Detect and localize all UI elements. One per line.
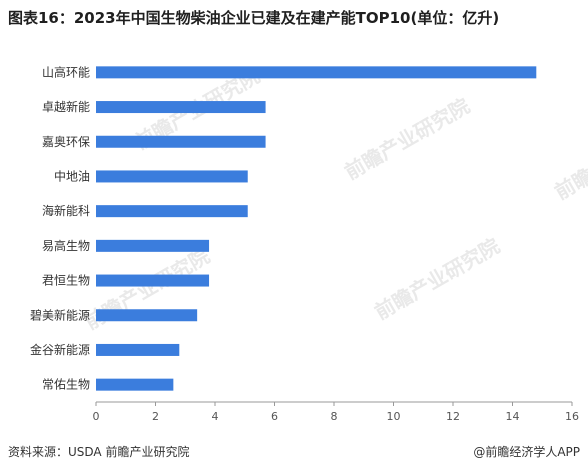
x-tick-label: 8 — [331, 410, 338, 423]
category-label: 海新能科 — [42, 203, 90, 218]
bar — [96, 205, 248, 218]
bar — [96, 309, 198, 322]
category-label: 易高生物 — [42, 238, 90, 253]
watermark-text: 前瞻产业研究院 — [551, 114, 588, 205]
bar — [96, 239, 210, 252]
bar — [96, 101, 266, 114]
bar — [96, 170, 248, 183]
category-label: 中地油 — [54, 168, 90, 183]
category-label: 常佑生物 — [42, 378, 90, 392]
footer: 资料来源：USDA 前瞻产业研究院 @前瞻经济学人APP — [8, 443, 580, 459]
bars — [96, 66, 537, 391]
watermark-text: 前瞻产业研究院 — [371, 234, 504, 325]
x-tick-label: 16 — [565, 410, 579, 423]
category-label: 碧美新能源 — [30, 307, 90, 322]
x-tick-label: 6 — [271, 410, 278, 423]
category-label: 君恒生物 — [42, 274, 90, 288]
category-label: 金谷新能源 — [30, 342, 90, 357]
watermark-text: 前瞻产业研究院 — [341, 94, 474, 185]
x-tick-label: 2 — [152, 410, 159, 423]
x-tick-label: 4 — [212, 410, 219, 423]
category-label: 卓越新能 — [42, 99, 90, 114]
source-note: 资料来源：USDA 前瞻产业研究院 — [8, 445, 190, 459]
x-axis-ticks: 0 2 4 6 8 10 12 14 16 — [93, 402, 579, 423]
x-tick-label: 10 — [387, 410, 401, 423]
bar — [96, 135, 266, 148]
bar — [96, 274, 210, 287]
bar — [96, 66, 537, 79]
category-labels: 山高环能卓越新能嘉奥环保中地油海新能科易高生物君恒生物碧美新能源金谷新能源常佑生… — [30, 64, 90, 391]
bar — [96, 378, 174, 391]
x-tick-label: 14 — [506, 410, 520, 423]
bar — [96, 343, 180, 356]
chart-title: 图表16：2023年中国生物柴油企业已建及在建产能TOP10(单位：亿升) — [8, 9, 500, 27]
category-label: 山高环能 — [42, 64, 90, 79]
x-tick-label: 12 — [446, 410, 460, 423]
brand-credit: @前瞻经济学人APP — [473, 445, 580, 459]
x-tick-label: 0 — [93, 410, 100, 423]
category-label: 嘉奥环保 — [42, 135, 90, 149]
